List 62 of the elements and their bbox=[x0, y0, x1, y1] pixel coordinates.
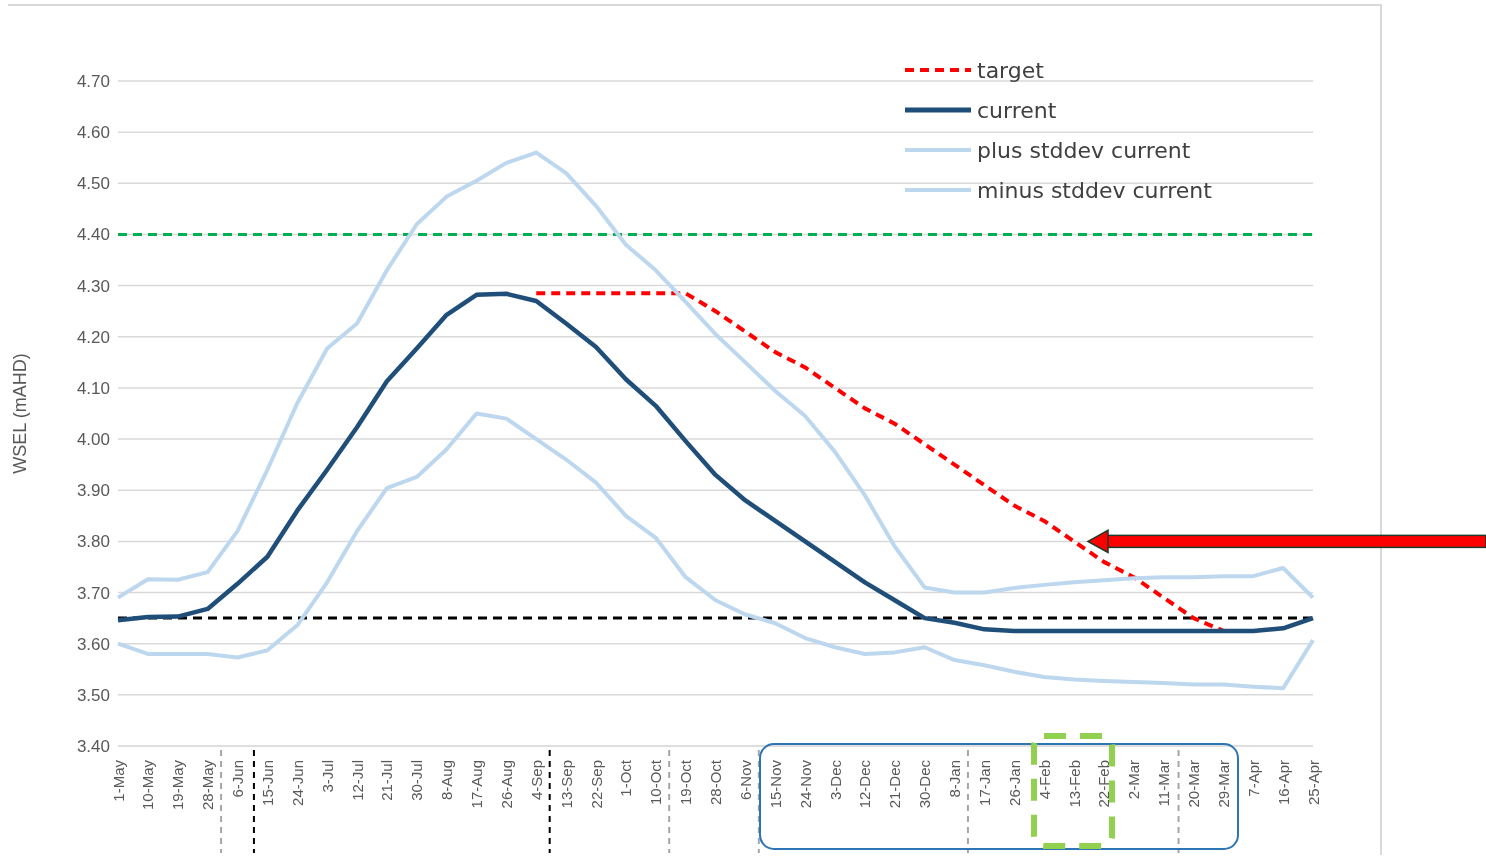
x-tick-label: 21-Dec bbox=[886, 759, 904, 809]
x-tick-label: 3-Jul bbox=[318, 760, 336, 793]
x-tick-label: 10-May bbox=[139, 759, 157, 811]
legend-label: minus stddev current bbox=[977, 177, 1212, 203]
x-tick-label: 6-Jun bbox=[229, 760, 246, 798]
y-tick-label: 3.60 bbox=[76, 634, 110, 654]
x-tick-label: 19-Oct bbox=[677, 759, 695, 806]
x-tick-label: 1-Oct bbox=[617, 759, 635, 797]
x-tick-label: 24-Nov bbox=[796, 759, 814, 809]
x-tick-label: 24-Jun bbox=[288, 760, 306, 806]
y-axis-title: WSEL (mAHD) bbox=[10, 353, 31, 474]
x-tick-label: 17-Aug bbox=[468, 760, 485, 809]
line-series bbox=[115, 291, 1316, 634]
x-tick-label: 16-Apr bbox=[1274, 760, 1292, 806]
x-tick-label: 12-Jul bbox=[348, 760, 366, 801]
y-tick-label: 3.50 bbox=[76, 685, 110, 705]
x-tick-label: 17-Jan bbox=[975, 760, 993, 806]
x-tick-label: 4-Feb bbox=[1035, 760, 1053, 800]
x-tick-label: 12-Dec bbox=[856, 759, 874, 809]
x-tick-label: 1-May bbox=[109, 759, 127, 802]
x-tick-label: 30-Dec bbox=[916, 759, 934, 809]
y-tick-label: 3.40 bbox=[76, 737, 110, 757]
y-tick-label: 3.70 bbox=[76, 583, 110, 603]
y-tick-label: 4.30 bbox=[76, 276, 110, 296]
x-tick-label: 20-Mar bbox=[1185, 760, 1202, 808]
x-tick-label: 25-Apr bbox=[1304, 760, 1322, 806]
x-tick-label: 13-Feb bbox=[1065, 760, 1083, 808]
x-tick-label: 22-Sep bbox=[587, 760, 605, 809]
y-tick-label: 4.70 bbox=[76, 72, 110, 92]
x-tick-label: 22-Feb bbox=[1095, 760, 1113, 808]
x-tick-label: 6-Nov bbox=[736, 759, 754, 801]
y-tick-label: 4.20 bbox=[76, 327, 110, 347]
legend-label: plus stddev current bbox=[977, 137, 1191, 163]
y-tick-label: 4.00 bbox=[76, 430, 110, 450]
x-tick-label: 11-Mar bbox=[1155, 760, 1173, 807]
x-tick-label: 3-Dec bbox=[826, 759, 844, 801]
y-tick-label: 4.60 bbox=[76, 123, 110, 143]
legend-label: current bbox=[977, 97, 1057, 123]
x-tick-label: 26-Jan bbox=[1005, 760, 1023, 806]
line-series bbox=[116, 411, 1315, 691]
x-tick-label: 13-Sep bbox=[557, 760, 575, 809]
x-tick-label: 29-Mar bbox=[1214, 760, 1232, 808]
x-tick-label: 19-May bbox=[169, 759, 187, 811]
legend-label: target bbox=[977, 57, 1044, 83]
y-tick-label: 3.80 bbox=[76, 532, 110, 552]
y-tick-label: 4.10 bbox=[76, 378, 110, 398]
y-tick-label: 4.50 bbox=[76, 174, 110, 194]
x-tick-label: 10-Oct bbox=[647, 759, 665, 806]
x-tick-label: 15-Nov bbox=[766, 759, 784, 809]
x-tick-label: 8-Aug bbox=[438, 760, 456, 801]
x-tick-label: 2-Mar bbox=[1125, 760, 1143, 800]
x-tick-label: 28-May bbox=[199, 759, 217, 811]
x-tick-label: 28-Oct bbox=[707, 759, 724, 806]
x-tick-label: 26-Aug bbox=[497, 760, 515, 809]
x-tick-label: 7-Apr bbox=[1244, 760, 1262, 797]
y-tick-label: 4.40 bbox=[76, 225, 110, 245]
x-tick-label: 30-Jul bbox=[408, 760, 426, 801]
y-tick-label: 3.90 bbox=[76, 481, 110, 501]
x-tick-label: 8-Jan bbox=[946, 760, 963, 798]
x-tick-label: 15-Jun bbox=[258, 760, 276, 806]
x-tick-label: 4-Sep bbox=[527, 760, 545, 801]
x-tick-label: 21-Jul bbox=[378, 760, 396, 801]
